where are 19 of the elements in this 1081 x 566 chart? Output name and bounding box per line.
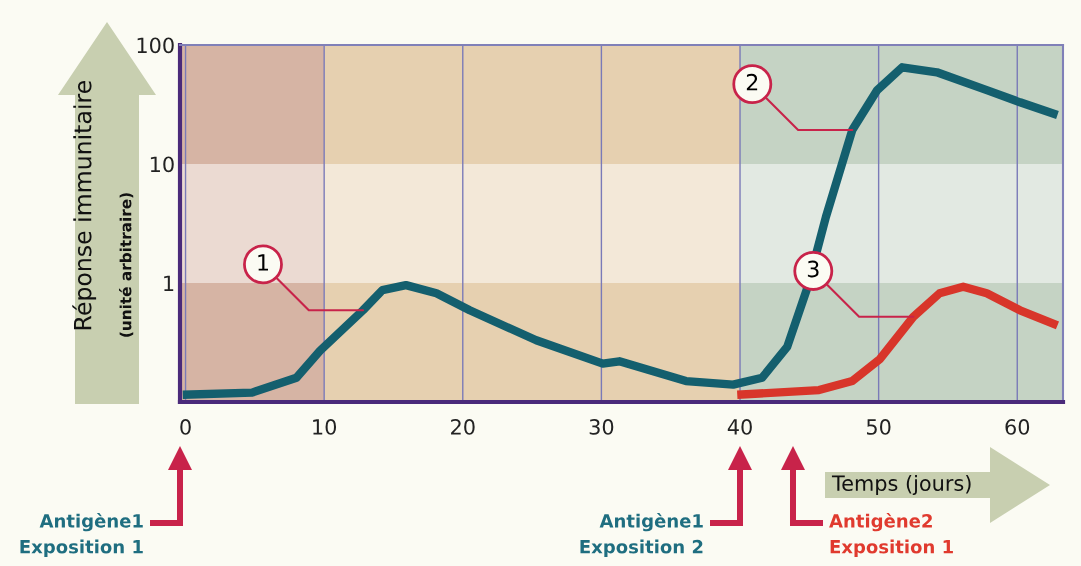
annotation: 3 xyxy=(807,260,819,278)
text: Antigène2 Exposition 1 xyxy=(829,512,953,558)
x-tick-label: 0 xyxy=(180,419,191,435)
x-tick-label: 40 xyxy=(727,419,752,435)
text: (unité arbitraire) xyxy=(119,193,134,337)
y-tick-label: 100 xyxy=(137,37,174,54)
y-axis-title: Réponse immunitaire xyxy=(72,81,97,330)
annotation: 1 xyxy=(258,254,268,271)
x-tick-label: 10 xyxy=(313,419,337,435)
y-tick-label: 1 xyxy=(164,275,174,291)
x-tick-label: 50 xyxy=(866,419,891,435)
text: Antigène1 Exposition 1 xyxy=(20,512,143,558)
x-tick-label: 20 xyxy=(451,419,475,435)
x-axis-title: Temps (jours) xyxy=(831,474,971,496)
y-tick-label: 10 xyxy=(150,156,174,173)
x-tick-label: 30 xyxy=(589,419,614,435)
text: Antigène1 Exposition 2 xyxy=(580,512,703,558)
annotation: 2 xyxy=(746,73,758,91)
x-tick-label: 60 xyxy=(1005,419,1030,435)
